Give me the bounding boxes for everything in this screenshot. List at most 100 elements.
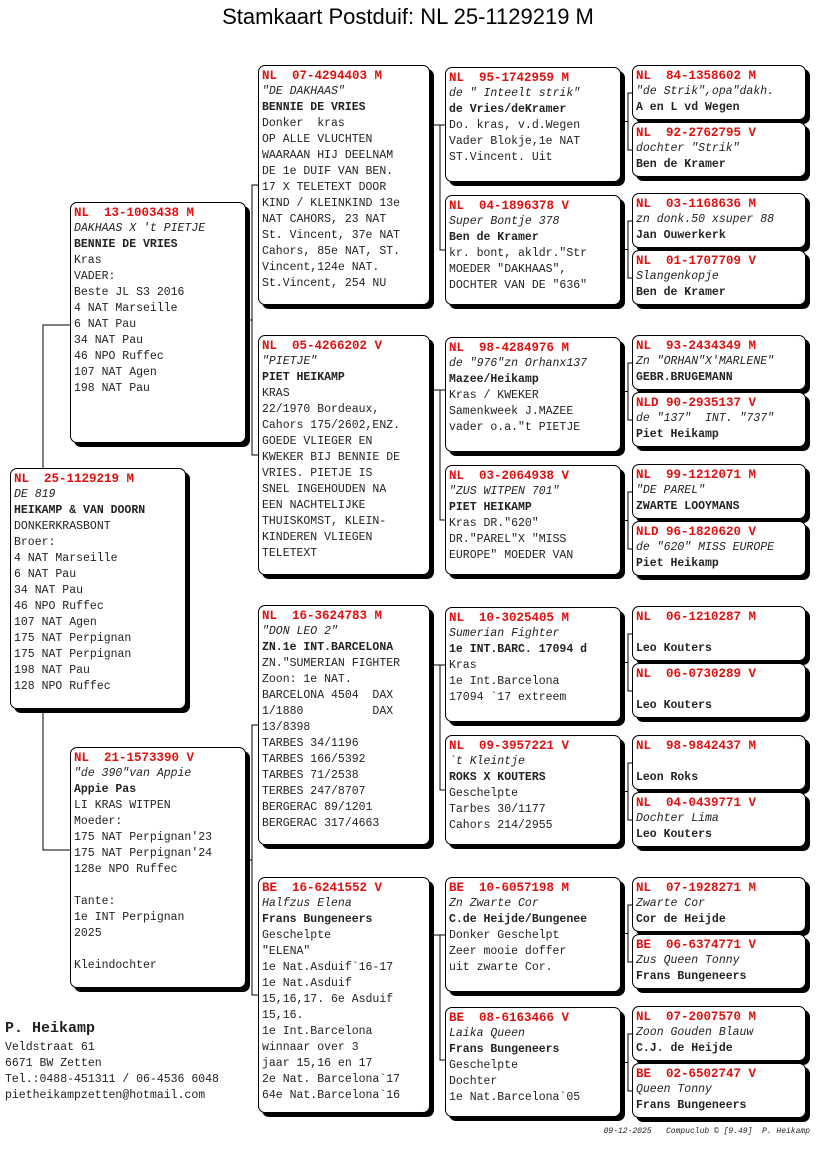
description-line: "ELENA"	[262, 945, 311, 958]
description-line: 22/1970 Bordeaux,	[262, 403, 380, 416]
description-line: 6 NAT Pau	[74, 318, 137, 331]
pigeon-card-g5-10[interactable]: NL 98-9842437 M Leon Roks	[632, 735, 806, 790]
description-line: vader o.a."t PIETJE	[449, 421, 581, 434]
connector-line	[621, 92, 632, 151]
owner-name: Ben de Kramer	[449, 231, 539, 244]
description-line: 175 NAT Perpignan'24	[74, 847, 213, 860]
pigeon-card-g5-14[interactable]: NL 07-2007570 M Zoon Gouden Blauw C.J. de …	[632, 1006, 806, 1061]
pigeon-card-g5-11[interactable]: NL 04-0439771 V Dochter Lima Leo Kouters	[632, 792, 806, 847]
pigeon-name: "PIETJE"	[262, 355, 318, 368]
ring-number: NL 07-4294403 M	[262, 69, 383, 83]
description-line: 198 NAT Pau	[14, 664, 90, 677]
pigeon-name: dochter "Strik"	[636, 142, 740, 155]
pigeon-card-g4-4[interactable]: NL 10-3025405 M Sumerian Fighter 1e INT.BA…	[445, 607, 621, 722]
description-line: 13/8398	[262, 721, 311, 734]
pigeon-card-g3-3[interactable]: BE 16-6241552 V Halfzus Elena Frans Bungen…	[258, 877, 430, 1113]
pigeon-card-g4-2[interactable]: NL 98-4284976 M de "976"zn Orhanx137 Mazee…	[445, 337, 621, 452]
description-line: KIND / KLEINKIND 13e	[262, 197, 401, 210]
ring-number: NL 09-3957221 V	[449, 739, 570, 753]
pigeon-card-g5-2[interactable]: NL 03-1168636 M zn donk.50 xsuper 88 Jan O…	[632, 193, 806, 248]
description-line: 107 NAT Agen	[74, 366, 157, 379]
pigeon-name: "DE DAKHAAS"	[262, 85, 345, 98]
ring-number: NLD 90-2935137 V	[636, 396, 757, 410]
pigeon-card-g4-7[interactable]: BE 08-6163466 V Laika Queen Frans Bungenee…	[445, 1007, 621, 1117]
description-line: 128 NPO Ruffec	[14, 680, 111, 693]
description-line: 1e Nat.Barcelona`05	[449, 1091, 581, 1104]
ring-number: BE 02-6502747 V	[636, 1067, 757, 1081]
breeder-email: pietheikampzetten@hotmail.com	[5, 1089, 206, 1102]
pigeon-card-g3-1[interactable]: NL 05-4266202 V "PIETJE" PIET HEIKAMP KRAS 2…	[258, 335, 430, 575]
ring-number: NL 04-0439771 V	[636, 796, 757, 810]
pigeon-name: de "976"zn Orhanx137	[449, 357, 588, 370]
description-line: Samenkweek J.MAZEE	[449, 405, 574, 418]
owner-name: Piet Heikamp	[636, 557, 719, 570]
pigeon-name: "DE PAREL"	[636, 484, 706, 497]
ring-number: NL 13-1003438 M	[74, 206, 195, 220]
pigeon-name: "DON LEO 2"	[262, 625, 338, 638]
pigeon-name: Dochter Lima	[636, 812, 719, 825]
connector-line	[621, 491, 632, 550]
ring-number: BE 06-6374771 V	[636, 938, 757, 952]
pigeon-card-g5-12[interactable]: NL 07-1928271 M Zwarte Cor Cor de Heijde	[632, 877, 806, 932]
description-line: 175 NAT Perpignan	[14, 648, 132, 661]
owner-name: Ben de Kramer	[636, 286, 726, 299]
pigeon-card-g3-0[interactable]: NL 07-4294403 M "DE DAKHAAS" BENNIE DE VRI…	[258, 65, 430, 305]
ring-number: NL 25-1129219 M	[14, 472, 135, 486]
description-line: 4 NAT Marseille	[74, 302, 178, 315]
description-line	[74, 878, 242, 894]
description-line: 46 NPO Ruffec	[14, 600, 104, 613]
ring-number: NL 07-2007570 M	[636, 1010, 757, 1024]
pigeon-card-g5-4[interactable]: NL 93-2434349 M Zn "ORHAN"X'MARLENE" GEBR.…	[632, 335, 806, 390]
pigeon-name: Zus Queen Tonny	[636, 954, 740, 967]
pigeon-card-g5-15[interactable]: BE 02-6502747 V Queen Tonny Frans Bungenee…	[632, 1063, 806, 1118]
pigeon-card-subject[interactable]: NL 25-1129219 M DE 819 HEIKAMP & VAN DOORN…	[10, 468, 186, 709]
description-line: SNEL INGEHOUDEN NA	[262, 483, 387, 496]
owner-name: Frans Bungeneers	[262, 913, 373, 926]
pigeon-card-g5-8[interactable]: NL 06-1210287 M Leo Kouters	[632, 606, 806, 661]
pigeon-card-g3-2[interactable]: NL 16-3624783 M "DON LEO 2" ZN.1e INT.BARC…	[258, 605, 430, 845]
description-line: Do. kras, v.d.Wegen	[449, 119, 581, 132]
pigeon-card-g4-6[interactable]: BE 10-6057198 M Zn Zwarte Cor C.de Heijde/…	[445, 877, 621, 992]
owner-name: ZN.1e INT.BARCELONA	[262, 641, 394, 654]
pigeon-card-g4-0[interactable]: NL 95-1742959 M de " Inteelt strik" de Vri…	[445, 67, 621, 182]
connector-line	[621, 762, 632, 821]
pigeon-card-g5-5[interactable]: NLD 90-2935137 V de "137" INT. "737" Piet …	[632, 392, 806, 447]
pigeon-name	[636, 682, 802, 698]
pigeon-card-father[interactable]: NL 13-1003438 M DAKHAAS X 't PIETJE BENNIE…	[70, 202, 246, 443]
pigeon-card-mother[interactable]: NL 21-1573390 V "de 390"van Appie Appie Pa…	[70, 747, 246, 988]
owner-name: Leo Kouters	[636, 828, 712, 841]
description-line: Kras / KWEKER	[449, 389, 539, 402]
description-line: St.Vincent, 254 NU	[262, 277, 387, 290]
description-line: THUISKOMST, KLEIN-	[262, 515, 387, 528]
pigeon-card-g5-9[interactable]: NL 06-0730289 V Leo Kouters	[632, 663, 806, 718]
pigeon-card-g5-6[interactable]: NL 99-1212071 M "DE PAREL" ZWARTE LOOYMANS	[632, 464, 806, 519]
ring-number: BE 16-6241552 V	[262, 881, 383, 895]
description-line: OP ALLE VLUCHTEN	[262, 133, 373, 146]
description-line: 64e Nat.Barcelona`16	[262, 1089, 401, 1102]
pigeon-name: de "620" MISS EUROPE	[636, 541, 775, 554]
owner-name: GEBR.BRUGEMANN	[636, 371, 733, 384]
owner-name: PIET HEIKAMP	[262, 371, 345, 384]
description-line: VRIES. PIETJE IS	[262, 467, 373, 480]
pigeon-card-g5-13[interactable]: BE 06-6374771 V Zus Queen Tonny Frans Bung…	[632, 934, 806, 989]
description-line: 17 X TELETEXT DOOR	[262, 181, 387, 194]
pigeon-card-g4-1[interactable]: NL 04-1896378 V Super Bontje 378 Ben de Kr…	[445, 195, 621, 305]
connector-line	[621, 633, 632, 692]
owner-name: Leo Kouters	[636, 699, 712, 712]
ring-number: NL 03-2064938 V	[449, 469, 570, 483]
description-line: 1/1880 DAX	[262, 705, 394, 718]
pigeon-card-g4-3[interactable]: NL 03-2064938 V "ZUS WITPEN 701" PIET HEIK…	[445, 465, 621, 575]
description-line: KINDEREN VLIEGEN	[262, 531, 373, 544]
description-line: 1e Int.Barcelona	[262, 1025, 373, 1038]
description-line: Zeer mooie doffer	[449, 945, 567, 958]
description-line: BARCELONA 4504 DAX	[262, 689, 394, 702]
pigeon-card-g5-1[interactable]: NL 92-2762795 V dochter "Strik" Ben de Kra…	[632, 122, 806, 177]
pigeon-card-g4-5[interactable]: NL 09-3957221 V `t Kleintje ROKS X KOUTERS…	[445, 735, 621, 845]
description-line: KRAS	[262, 387, 290, 400]
pigeon-card-g5-3[interactable]: NL 01-1707709 V Slangenkopje Ben de Kramer	[632, 250, 806, 305]
owner-name: Ben de Kramer	[636, 158, 726, 171]
pigeon-card-g5-0[interactable]: NL 84-1358602 M "de Strik",opa"dakh. A en …	[632, 65, 806, 120]
pigeon-card-g5-7[interactable]: NLD 96-1820620 V de "620" MISS EUROPE Piet…	[632, 521, 806, 576]
pigeon-name: "ZUS WITPEN 701"	[449, 485, 560, 498]
